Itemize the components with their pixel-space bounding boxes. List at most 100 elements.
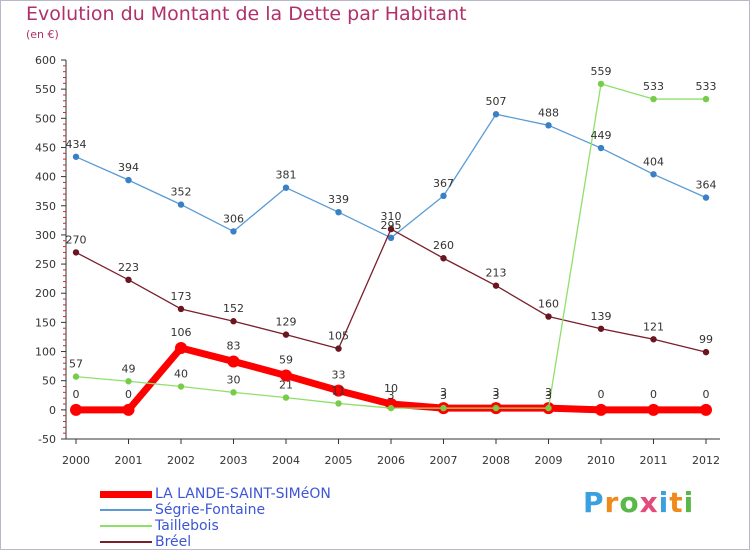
data-point-taillebois	[72, 373, 80, 380]
data-label-la-lande-saint-simeon: 0	[73, 388, 80, 401]
data-point-taillebois	[282, 394, 290, 401]
data-point-breel	[282, 331, 290, 338]
data-label-taillebois: 11	[332, 384, 346, 397]
data-point-breel	[702, 348, 710, 356]
legend-swatch	[100, 541, 152, 543]
legend-label: LA LANDE-SAINT-SIMéON	[155, 486, 331, 502]
legend-label: Taillebois	[155, 518, 219, 534]
data-label-taillebois: 559	[591, 65, 612, 78]
x-tick-label: 2007	[430, 454, 458, 467]
y-tick-label: 50	[42, 375, 56, 388]
proxiti-logo: Proxiti	[583, 486, 695, 519]
data-point-breel	[492, 282, 500, 289]
data-label-segrie-fontaine: 306	[223, 212, 244, 225]
data-label-la-lande-saint-simeon: 33	[332, 369, 346, 382]
data-point-segrie-fontaine	[387, 234, 395, 242]
data-point-la-lande-saint-simeon	[70, 403, 82, 416]
chart-unit: (en €)	[26, 28, 59, 41]
data-point-segrie-fontaine	[545, 122, 552, 129]
data-point-la-lande-saint-simeon	[227, 355, 240, 368]
data-point-taillebois	[545, 404, 552, 412]
data-label-la-lande-saint-simeon: 0	[703, 388, 710, 401]
data-label-taillebois: 49	[122, 362, 136, 375]
data-point-breel	[545, 313, 552, 320]
data-point-segrie-fontaine	[72, 153, 80, 160]
data-label-breel: 129	[276, 316, 297, 329]
x-tick-label: 2011	[640, 454, 668, 467]
y-tick-label: 350	[35, 200, 56, 213]
data-label-taillebois: 533	[696, 80, 717, 93]
data-label-breel: 139	[591, 310, 612, 323]
data-point-taillebois	[597, 80, 605, 88]
data-label-segrie-fontaine: 507	[486, 95, 507, 108]
x-tick-label: 2004	[272, 454, 300, 467]
data-point-segrie-fontaine	[335, 208, 342, 216]
y-tick-label: 250	[35, 258, 56, 271]
x-tick-label: 2008	[482, 454, 510, 467]
data-label-segrie-fontaine: 394	[118, 161, 139, 174]
x-tick-label: 2001	[115, 454, 143, 467]
data-point-taillebois	[335, 400, 342, 407]
x-tick-label: 2005	[325, 454, 353, 467]
data-point-breel	[597, 325, 605, 332]
legend-item: Ségrie-Fontaine	[100, 502, 265, 518]
axes: -500501001502002503003504004505005506002…	[35, 54, 720, 467]
x-tick-label: 2002	[167, 454, 195, 467]
x-tick-label: 2003	[220, 454, 248, 467]
data-point-breel	[177, 305, 185, 313]
y-tick-label: 100	[35, 346, 56, 359]
data-point-breel	[650, 336, 657, 343]
data-label-breel: 105	[328, 330, 349, 343]
data-label-taillebois: 3	[388, 389, 395, 402]
legend-item: Taillebois	[100, 518, 219, 534]
x-tick-label: 2012	[692, 454, 720, 467]
data-label-taillebois: 533	[643, 80, 664, 93]
data-point-breel	[440, 255, 447, 262]
data-point-segrie-fontaine	[177, 201, 185, 208]
data-label-segrie-fontaine: 295	[381, 219, 402, 232]
y-tick-label: 450	[35, 141, 56, 154]
data-point-taillebois	[702, 95, 710, 103]
data-point-taillebois	[125, 378, 132, 385]
data-point-la-lande-saint-simeon	[332, 384, 345, 397]
data-point-breel	[230, 318, 237, 325]
data-label-segrie-fontaine: 364	[696, 179, 717, 192]
data-point-breel	[335, 345, 342, 352]
legend-swatch	[100, 525, 152, 527]
data-point-taillebois	[230, 389, 237, 396]
data-label-taillebois: 3	[545, 389, 552, 402]
y-tick-label: 400	[35, 171, 56, 184]
y-tick-label: 600	[35, 54, 56, 67]
legend-label: Bréel	[155, 534, 192, 550]
data-label-segrie-fontaine: 381	[276, 169, 297, 182]
data-label-breel: 99	[699, 333, 713, 346]
data-point-breel	[387, 225, 395, 233]
data-label-taillebois: 57	[69, 358, 83, 371]
data-point-taillebois	[492, 404, 500, 412]
y-tick-label: 550	[35, 83, 56, 96]
data-label-la-lande-saint-simeon: 0	[598, 388, 605, 401]
data-point-segrie-fontaine	[282, 184, 290, 191]
y-tick-label: 0	[49, 404, 56, 417]
data-point-segrie-fontaine	[650, 171, 657, 178]
data-label-la-lande-saint-simeon: 59	[279, 353, 293, 366]
data-label-la-lande-saint-simeon: 106	[171, 326, 192, 339]
data-label-la-lande-saint-simeon: 83	[227, 339, 241, 352]
legend-swatch	[100, 490, 152, 498]
legend-item: Bréel	[100, 534, 191, 550]
data-label-taillebois: 30	[227, 373, 241, 386]
data-point-segrie-fontaine	[597, 144, 605, 152]
x-tick-label: 2010	[587, 454, 615, 467]
data-label-breel: 223	[118, 261, 139, 274]
data-label-taillebois: 3	[493, 389, 500, 402]
data-point-breel	[125, 276, 132, 284]
data-point-la-lande-saint-simeon	[595, 403, 607, 416]
data-point-segrie-fontaine	[702, 194, 710, 201]
data-label-segrie-fontaine: 434	[66, 138, 87, 151]
x-tick-label: 2009	[535, 454, 563, 467]
data-label-segrie-fontaine: 367	[433, 177, 454, 190]
data-label-breel: 310	[381, 210, 402, 223]
data-label-breel: 213	[486, 267, 507, 280]
data-point-taillebois	[387, 404, 395, 412]
